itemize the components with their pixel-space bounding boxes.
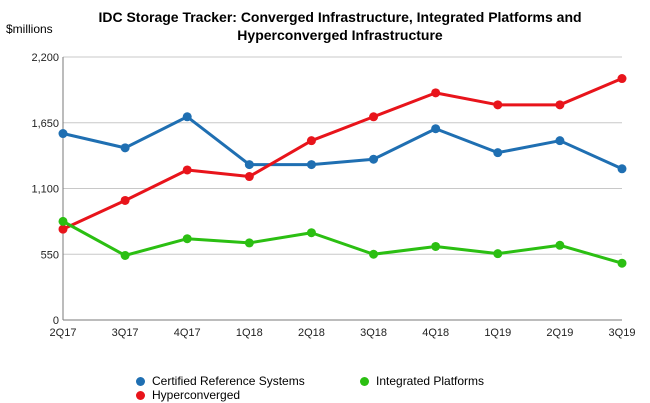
y-tick-label-2200: 2,200: [31, 52, 59, 64]
data-point-hyperconverged-2q18: [306, 136, 316, 146]
data-point-integrated-platforms-3q17: [120, 250, 130, 260]
data-point-integrated-platforms-2q19: [555, 240, 565, 250]
y-tick-label-1100: 1,100: [31, 184, 59, 196]
data-point-certified-reference-systems-3q18: [369, 154, 379, 164]
legend-item-certified-reference-systems: Certified Reference Systems: [136, 374, 305, 388]
data-point-certified-reference-systems-2q19: [555, 136, 565, 146]
data-point-certified-reference-systems-4q17: [182, 112, 192, 122]
x-tick-label-4q17: 4Q17: [174, 327, 201, 339]
data-point-certified-reference-systems-1q19: [493, 148, 503, 158]
legend-item-hyperconverged: Hyperconverged: [136, 388, 240, 402]
x-tick-label-4q18: 4Q18: [422, 327, 449, 339]
legend-marker-hyperconverged: [136, 390, 145, 400]
y-tick-label-550: 550: [41, 249, 59, 261]
data-point-integrated-platforms-3q18: [369, 249, 379, 259]
chart-title: IDC Storage Tracker: Converged Infrastru…: [40, 8, 640, 44]
x-tick-label-2q17: 2Q17: [50, 327, 77, 339]
data-point-hyperconverged-3q17: [120, 195, 130, 205]
data-point-hyperconverged-3q18: [369, 112, 379, 122]
data-point-hyperconverged-2q19: [555, 100, 565, 110]
y-tick-label-0: 0: [53, 315, 59, 327]
data-point-integrated-platforms-2q18: [306, 228, 316, 238]
series-line-hyperconverged: [61, 77, 624, 231]
legend-marker-certified-reference-systems: [136, 376, 145, 386]
chart-title-line-1: IDC Storage Tracker: Converged Infrastru…: [98, 9, 582, 25]
data-point-hyperconverged-2q17: [58, 224, 68, 234]
series-line-integrated-platforms: [61, 219, 624, 265]
data-point-integrated-platforms-2q17: [58, 216, 68, 226]
chart-title-line-2: Hyperconverged Infrastructure: [237, 27, 443, 43]
data-point-integrated-platforms-1q18: [244, 238, 254, 248]
x-tick-label-1q19: 1Q19: [484, 327, 511, 339]
data-point-certified-reference-systems-2q18: [306, 160, 316, 170]
data-point-certified-reference-systems-3q19: [617, 164, 627, 174]
data-point-integrated-platforms-4q18: [431, 241, 441, 251]
y-tick-label-1650: 1,650: [31, 118, 59, 130]
data-point-integrated-platforms-4q17: [182, 234, 192, 244]
data-point-hyperconverged-3q19: [617, 74, 627, 84]
data-point-integrated-platforms-1q19: [493, 249, 503, 259]
legend-marker-integrated-platforms: [360, 376, 369, 386]
x-tick-label-3q19: 3Q19: [609, 327, 636, 339]
legend-label-certified-reference-systems: Certified Reference Systems: [152, 374, 305, 388]
legend-label-hyperconverged: Hyperconverged: [152, 388, 241, 402]
series-line-certified-reference-systems: [61, 115, 624, 171]
x-tick-label-2q18: 2Q18: [298, 327, 325, 339]
data-point-hyperconverged-4q17: [182, 165, 192, 175]
legend-label-integrated-platforms: Integrated Platforms: [376, 374, 485, 388]
data-point-hyperconverged-4q18: [431, 88, 441, 98]
x-tick-label-2q19: 2Q19: [546, 327, 573, 339]
x-tick-label-1q18: 1Q18: [236, 327, 263, 339]
y-axis-label: $millions: [6, 22, 53, 36]
legend-item-integrated-platforms: Integrated Platforms: [360, 374, 484, 388]
data-point-certified-reference-systems-4q18: [431, 124, 441, 134]
data-point-certified-reference-systems-2q17: [58, 129, 68, 139]
data-point-hyperconverged-1q19: [493, 100, 503, 110]
data-point-hyperconverged-1q18: [244, 172, 254, 182]
x-tick-label-3q17: 3Q17: [112, 327, 139, 339]
data-point-integrated-platforms-3q19: [617, 258, 627, 268]
data-point-certified-reference-systems-3q17: [120, 143, 130, 153]
data-point-certified-reference-systems-1q18: [244, 160, 254, 170]
x-tick-label-3q18: 3Q18: [360, 327, 387, 339]
